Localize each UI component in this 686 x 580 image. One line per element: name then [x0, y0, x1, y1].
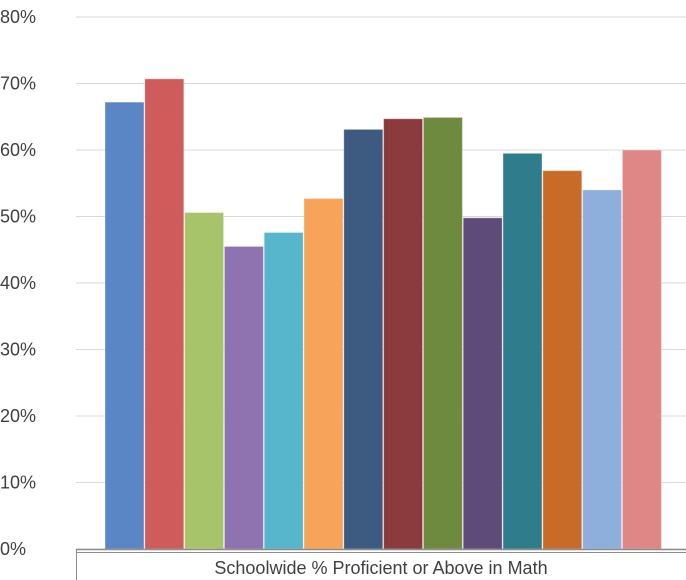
bar — [582, 189, 623, 550]
bars — [104, 78, 662, 550]
category-label: Schoolwide % Proficient or Above in Math — [214, 558, 547, 578]
y-tick-label: 50% — [0, 207, 36, 227]
y-tick-label: 60% — [0, 140, 36, 160]
bar — [223, 245, 264, 550]
bar — [462, 217, 503, 550]
y-tick-label: 40% — [0, 273, 36, 293]
x-axis — [76, 548, 686, 580]
y-tick-label: 70% — [0, 74, 36, 94]
y-tick-label: 0% — [0, 539, 26, 559]
bar — [263, 231, 304, 550]
bar — [144, 78, 185, 550]
bar — [542, 170, 583, 550]
bar — [383, 118, 424, 550]
y-tick-label: 20% — [0, 406, 36, 426]
bar — [343, 128, 384, 550]
bar — [621, 149, 662, 550]
bar — [422, 116, 463, 550]
bar — [502, 152, 543, 550]
bar — [104, 101, 145, 550]
y-tick-label: 30% — [0, 340, 36, 360]
bar — [303, 198, 344, 550]
y-axis-tick-labels: 0% 10% 20% 30% 40% 50% 60% 70% 80% — [0, 7, 36, 559]
y-tick-label: 80% — [0, 7, 36, 27]
bar — [184, 212, 225, 550]
y-tick-label: 10% — [0, 473, 36, 493]
